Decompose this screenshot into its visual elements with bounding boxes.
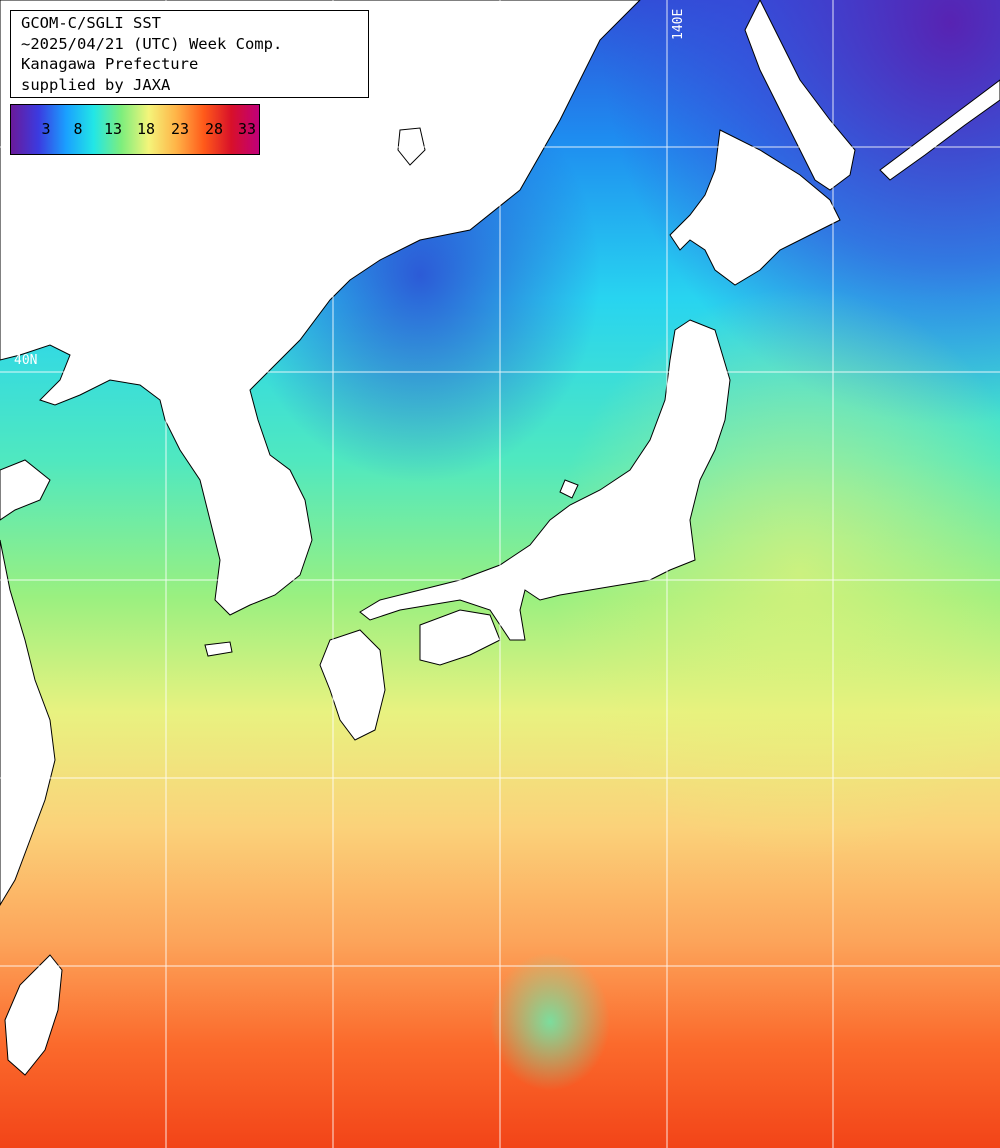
hokkaido-land — [669, 129, 841, 286]
legend-tick-label: 8 — [73, 120, 83, 138]
legend-tick-label: 28 — [204, 120, 224, 138]
color-scale-legend: 3 8 13 18 23 28 33 — [10, 104, 260, 155]
legend-tick-label: 23 — [170, 120, 190, 138]
legend-tick-label: 13 — [103, 120, 123, 138]
taiwan-land — [4, 954, 63, 1076]
legend-tick-label: 33 — [237, 120, 257, 138]
latitude-label: 40N — [14, 353, 38, 368]
honshu-land — [359, 319, 731, 641]
title-line-product: GCOM-C/SGLI SST — [21, 14, 161, 32]
title-line-date: ~2025/04/21 (UTC) Week Comp. — [21, 34, 283, 53]
sado-island-land — [559, 479, 579, 499]
title-line-region: Kanagawa Prefecture — [21, 55, 199, 73]
title-line-credit: supplied by JAXA — [21, 75, 171, 94]
longitude-label: 140E — [671, 8, 686, 40]
kyushu-land — [319, 629, 386, 741]
legend-tick-label: 3 — [41, 120, 51, 138]
china-coast-land — [0, 459, 51, 521]
china-east-coast-land — [0, 539, 56, 906]
legend-tick-label: 18 — [136, 120, 156, 138]
title-box: GCOM-C/SGLI SST ~2025/04/21 (UTC) Week C… — [10, 10, 369, 98]
sakhalin-land — [744, 0, 856, 191]
kunashiri-land — [879, 79, 1000, 181]
legend-tick-labels: 3 8 13 18 23 28 33 — [11, 105, 259, 154]
jeju-island-land — [204, 641, 233, 657]
shikoku-land — [419, 609, 501, 666]
